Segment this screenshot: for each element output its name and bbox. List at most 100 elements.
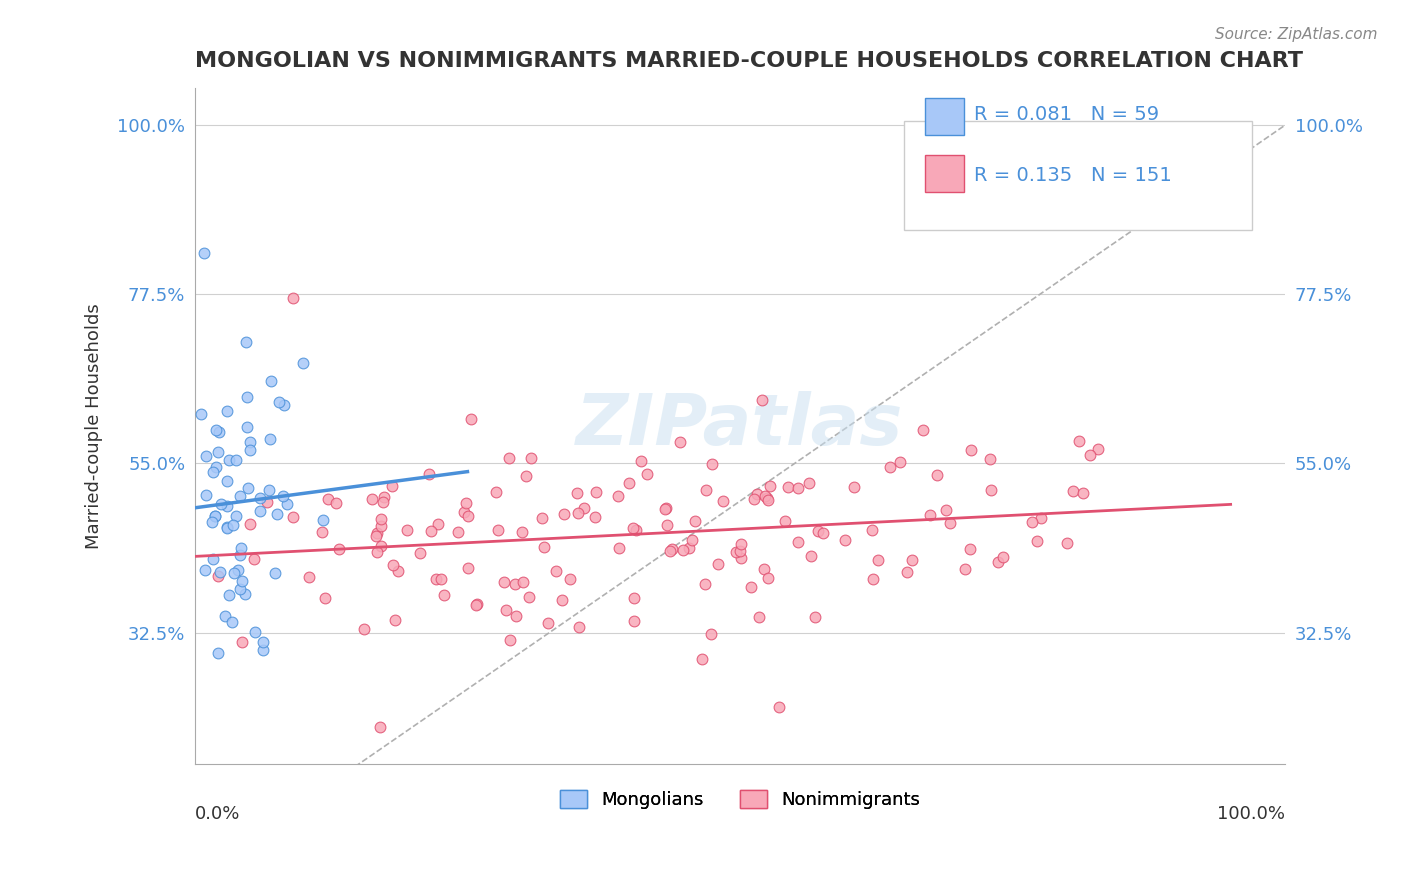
Point [953,562,976,576]
Point [623,521,645,535]
Text: 100.0%: 100.0% [1218,805,1285,823]
Point [384,614,406,628]
Point [585,484,607,499]
Point [896,566,918,580]
Text: R = 0.135   N = 151: R = 0.135 N = 151 [974,166,1173,185]
Point [207,568,229,582]
Point [531,511,554,525]
FancyBboxPatch shape [925,97,963,135]
Point [273,489,295,503]
Point [225,453,247,467]
Point [263,566,285,580]
Point [214,609,236,624]
Point [231,541,253,555]
Point [700,627,723,641]
Point [520,451,543,466]
Point [1062,484,1084,499]
Point [959,442,981,457]
Point [778,480,800,494]
Point [544,564,567,578]
Point [979,483,1001,497]
Point [366,529,388,543]
Text: R = 0.081   N = 59: R = 0.081 N = 59 [974,105,1160,124]
Point [217,404,239,418]
Point [457,561,479,575]
Point [912,423,935,437]
Y-axis label: Married-couple Households: Married-couple Households [86,303,103,549]
Point [387,564,409,578]
Point [844,480,866,494]
Point [217,499,239,513]
Point [803,610,825,624]
Point [1056,536,1078,550]
Point [1087,442,1109,456]
Point [773,514,796,528]
Point [623,591,645,605]
Point [433,588,456,602]
Point [959,542,981,557]
Point [366,525,388,540]
Point [370,512,392,526]
Point [225,508,247,523]
Point [314,591,336,606]
Point [607,541,630,555]
Point [242,552,264,566]
Point [811,525,834,540]
Point [460,412,482,426]
Point [283,509,305,524]
Point [204,508,226,523]
Point [269,395,291,409]
Point [583,510,606,524]
Point [276,497,298,511]
Point [730,551,752,566]
Point [768,699,790,714]
Point [515,469,537,483]
Point [373,490,395,504]
Point [868,553,890,567]
Point [312,513,335,527]
Point [238,516,260,531]
Point [702,457,724,471]
Point [368,720,391,734]
Point [207,646,229,660]
Point [208,425,231,439]
Point [486,523,509,537]
Point [979,451,1001,466]
Point [224,566,246,581]
Point [371,495,394,509]
Point [454,496,477,510]
Point [623,614,645,628]
Point [834,533,856,547]
Point [236,390,259,404]
Point [879,459,901,474]
Point [231,574,253,589]
Point [918,508,941,522]
Point [366,544,388,558]
Point [381,479,404,493]
Point [207,445,229,459]
Point [425,573,447,587]
Point [678,541,700,555]
Point [658,543,681,558]
Point [862,572,884,586]
Point [257,483,280,497]
Point [756,571,779,585]
Point [572,501,595,516]
Point [201,515,224,529]
Point [419,524,441,539]
Point [512,525,534,540]
Point [671,543,693,558]
Point [195,450,218,464]
Point [935,503,957,517]
Point [498,450,520,465]
Point [217,521,239,535]
Point [558,572,581,586]
Point [221,615,243,630]
Point [239,434,262,449]
Point [742,492,765,507]
Point [453,505,475,519]
Point [799,476,821,491]
Point [752,562,775,576]
Point [787,534,810,549]
Point [711,494,734,508]
